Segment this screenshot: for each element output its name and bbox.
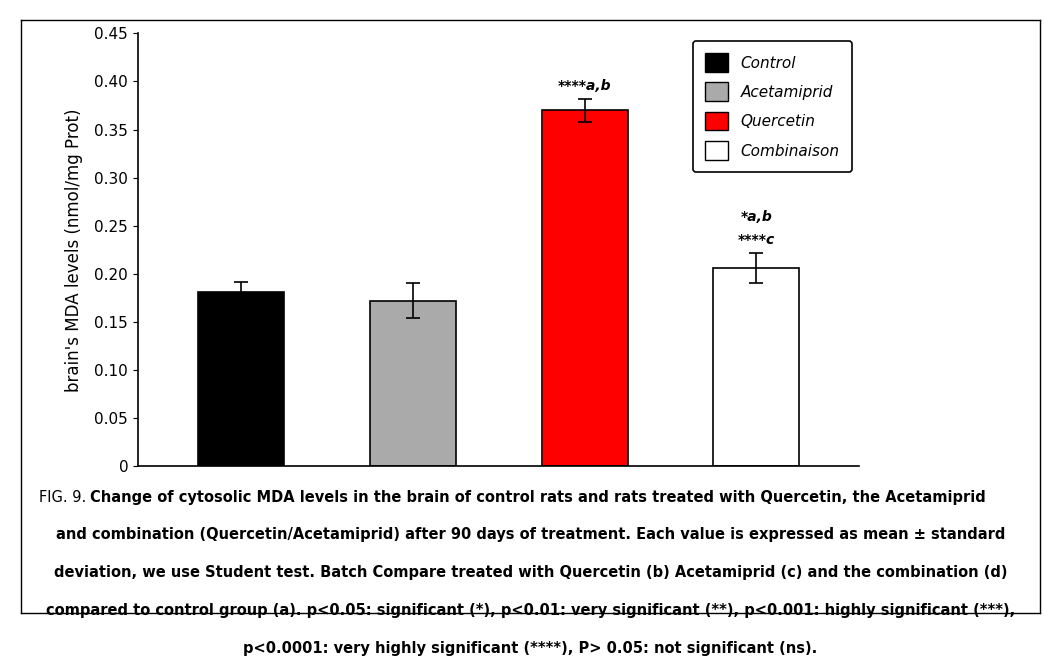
- Text: deviation, we use Student test. Batch Compare treated with Quercetin (b) Acetami: deviation, we use Student test. Batch Co…: [54, 565, 1007, 581]
- Text: compared to control group (a). p<0.05: significant (*), p<0.01: very significant: compared to control group (a). p<0.05: s…: [46, 603, 1015, 619]
- Text: and combination (Quercetin/Acetamiprid) after 90 days of treatment. Each value i: and combination (Quercetin/Acetamiprid) …: [56, 527, 1005, 543]
- Text: p<0.0001: very highly significant (****), P> 0.05: not significant (ns).: p<0.0001: very highly significant (****)…: [243, 641, 818, 657]
- Text: ****a,b: ****a,b: [558, 79, 611, 93]
- Bar: [198, 292, 284, 466]
- Bar: [713, 268, 799, 466]
- Legend: Control, Acetamiprid, Quercetin, Combinaison: Control, Acetamiprid, Quercetin, Combina…: [693, 41, 852, 172]
- Bar: [541, 111, 627, 466]
- Bar: [370, 301, 456, 466]
- Y-axis label: brain's MDA levels (nmol/mg Prot): brain's MDA levels (nmol/mg Prot): [65, 108, 83, 392]
- Text: Change of cytosolic MDA levels in the brain of control rats and rats treated wit: Change of cytosolic MDA levels in the br…: [90, 490, 986, 505]
- Text: *a,b: *a,b: [741, 210, 772, 224]
- Text: ****c: ****c: [737, 233, 775, 247]
- Text: FIG. 9.: FIG. 9.: [39, 490, 91, 505]
